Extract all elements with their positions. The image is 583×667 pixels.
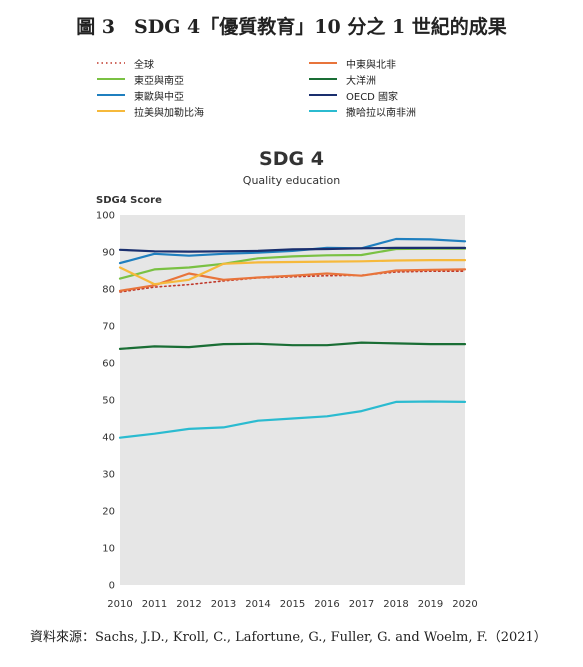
legend-label: OECD 國家 [346,92,399,103]
series-line [118,246,467,253]
y-tick-label: 20 [102,507,115,518]
legend-swatch [309,62,337,64]
y-tick-label: 80 [102,285,115,296]
x-tick-label: 2014 [245,599,270,610]
x-tick-label: 2013 [211,599,236,610]
y-tick-label: 40 [102,433,115,444]
y-tick-label: 70 [102,322,115,333]
y-tick-label: 10 [102,544,115,555]
legend-swatch [97,94,125,96]
x-tick-label: 2017 [349,599,374,610]
source-note: 資料來源：Sachs, J.D., Kroll, C., Lafortune, … [30,630,547,645]
series-line [118,268,467,292]
y-tick-label: 50 [102,396,115,407]
legend-swatch [97,78,125,80]
legend-label: 東亞與南亞 [134,76,184,87]
legend-swatch [309,94,337,96]
x-tick-label: 2012 [176,599,201,610]
series-line [118,237,467,265]
legend-swatch [97,110,125,112]
y-tick-label: 0 [109,581,115,592]
x-tick-label: 2010 [107,599,132,610]
x-tick-label: 2018 [383,599,408,610]
legend-label: 全球 [134,60,154,71]
y-tick-label: 60 [102,359,115,370]
chart-title: SDG 4 [259,148,324,170]
y-tick-label: 30 [102,470,115,481]
y-tick-label: 90 [102,248,115,259]
line-chart: 0 10 20 30 40 50 60 70 80 90 100 2010 2011 2012 2013 20… [96,211,478,611]
x-tick-label: 2016 [314,599,339,610]
legend-label: 拉美與加勒比海 [134,108,204,119]
legend-label: 中東與北非 [346,60,396,71]
legend-label: 大洋洲 [346,76,376,87]
series-line [118,341,467,350]
legend-swatch [97,62,125,64]
x-tick-label: 2015 [280,599,305,610]
figure-title: 圖 3 SDG 4「優質教育」10 分之 1 世紀的成果 [76,16,507,38]
x-tick-label: 2019 [418,599,443,610]
series-line [118,400,467,439]
chart-subtitle: Quality education [242,174,341,187]
legend-label: 東歐與中亞 [134,92,184,103]
legend-label: 撒哈拉以南非洲 [346,108,416,119]
series-line [118,259,467,286]
legend-swatch [309,110,337,112]
y-tick-label: 100 [96,211,115,222]
y-axis-label: SDG4 Score [96,195,162,206]
x-tick-label: 2011 [142,599,167,610]
legend-swatch [309,78,337,80]
x-tick-label: 2020 [452,599,477,610]
